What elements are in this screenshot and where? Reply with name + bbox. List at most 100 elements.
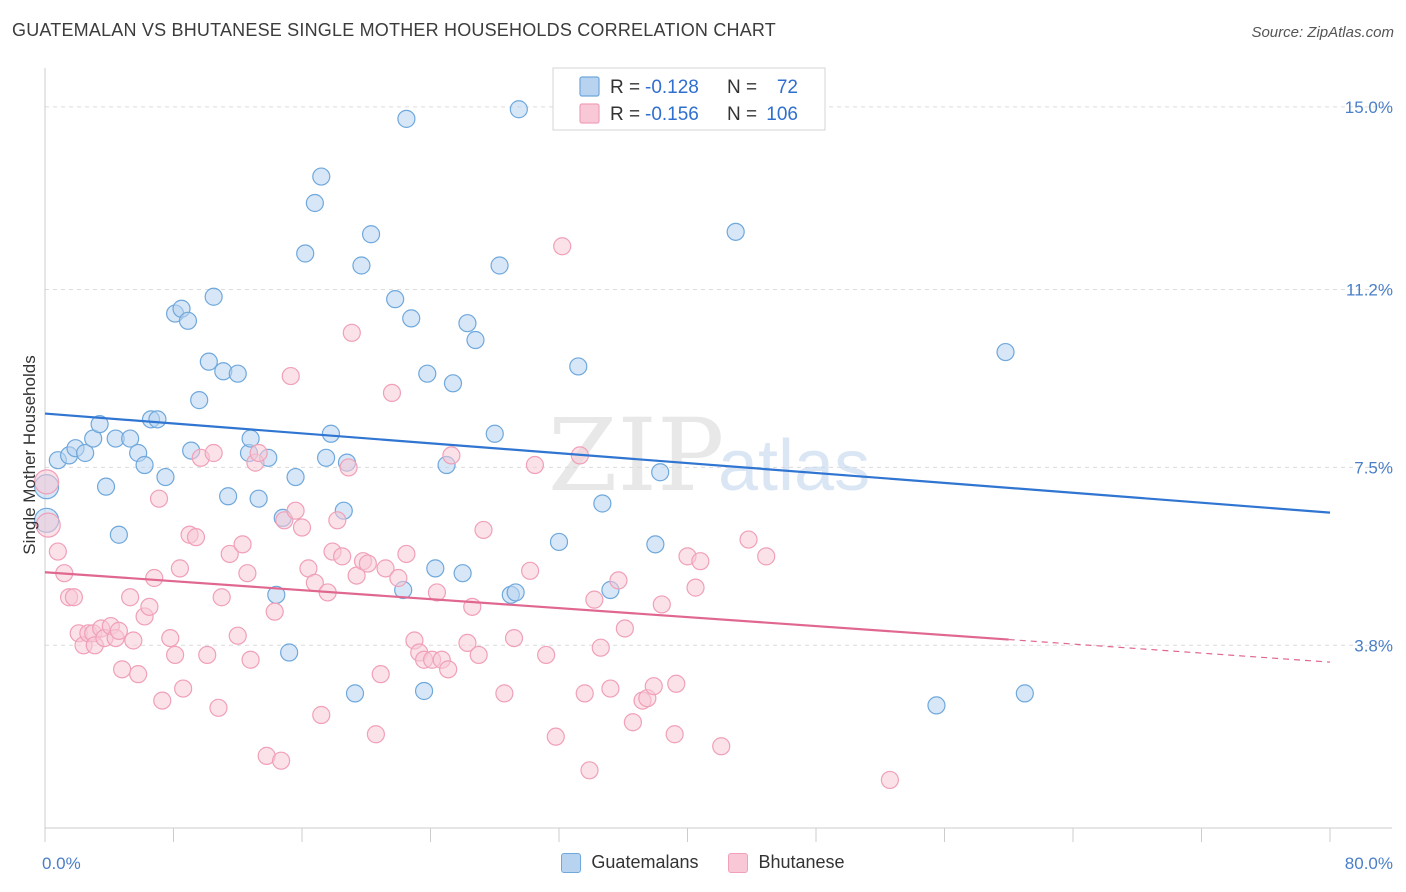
bhutanese-point [153, 691, 172, 710]
r-label-bhutanese: R = [610, 104, 640, 125]
guatemalans-point [156, 467, 175, 487]
guatemalans-point [549, 532, 569, 552]
r-label-guatemalans: R = [610, 77, 640, 98]
y-axis-label: Single Mother Households [20, 355, 39, 554]
bhutanese-point [286, 501, 305, 520]
legend-item-guatemalans[interactable]: Guatemalans [561, 852, 698, 873]
guatemalans-point [927, 696, 946, 715]
source-credit: Source: ZipAtlas.com [1251, 24, 1394, 41]
n-label-guatemalans: N = [727, 77, 757, 98]
y-tick-label-2: 11.2% [1346, 281, 1393, 300]
bhutanese-point [712, 737, 731, 756]
bhutanese-point [757, 547, 776, 566]
guatemalans-point [569, 357, 588, 376]
bhutanese-trend-line [44, 571, 1009, 641]
bhutanese-point [35, 512, 61, 538]
guatemalans-point [219, 487, 238, 506]
bhutanese-point [166, 645, 185, 665]
bhutanese-point [265, 602, 284, 621]
guatemalans-point [509, 100, 528, 119]
bhutanese-point [112, 660, 132, 679]
guatemalans-point [426, 559, 445, 578]
guatemalans-point [651, 463, 670, 482]
bhutanese-point [739, 530, 758, 549]
guatemalans-point [96, 477, 116, 496]
guatemalans-point [402, 309, 421, 328]
guatemalans-point [204, 287, 223, 306]
legend-label-guatemalans: Guatemalans [591, 852, 699, 872]
bhutanese-point [145, 568, 164, 588]
bhutanese-point [585, 590, 604, 609]
bhutanese-point [149, 489, 169, 508]
guatemalans-point [466, 330, 485, 350]
bhutanese-point [652, 595, 671, 614]
bhutanese-point [281, 366, 300, 386]
bhutanese-point [238, 564, 257, 583]
bhutanese-point [615, 619, 634, 638]
bhutanese-point [186, 528, 206, 547]
bhutanese-point [623, 713, 642, 732]
bhutanese-point [591, 638, 610, 657]
y-tick-label-1: 7.5% [1354, 458, 1393, 477]
guatemalans-point [190, 391, 209, 410]
r-value-guatemalans: -0.128 [645, 77, 699, 98]
stats-swatch-guatemalans [579, 76, 600, 97]
stats-swatch-bhutanese [579, 103, 600, 124]
guatemalans-point [321, 424, 341, 443]
y-tick-label-3: 15.0% [1345, 98, 1393, 117]
bhutanese-point [371, 665, 390, 684]
guatemalans-point [593, 494, 612, 513]
guatemalans-point [305, 193, 324, 213]
bhutanese-point [34, 469, 60, 495]
bhutanese-point [233, 535, 252, 554]
bhutanese-point [609, 571, 628, 590]
bhutanese-point [204, 443, 223, 463]
bhutanese-point [161, 628, 180, 648]
guatemalans-point [453, 564, 472, 583]
bhutanese-point [575, 684, 594, 703]
bhutanese-point [382, 383, 402, 403]
legend-item-bhutanese[interactable]: Bhutanese [728, 852, 845, 873]
points-layer [34, 100, 1034, 790]
guatemalans-point [397, 109, 416, 128]
n-label-bhutanese: N = [727, 104, 757, 125]
guatemalans-point [345, 684, 365, 703]
guatemalans-point [646, 535, 665, 554]
bhutanese-point [124, 631, 143, 650]
bhutanese-point [209, 698, 228, 717]
guatemalans-point [1015, 684, 1034, 703]
bhutanese-point [427, 583, 447, 602]
legend-swatch-bhutanese [728, 852, 749, 873]
bhutanese-point [312, 705, 331, 725]
guatemalans-point [726, 222, 745, 241]
bhutanese-point [48, 542, 67, 561]
bhutanese-point [129, 665, 148, 684]
bhutanese-point [525, 455, 545, 475]
bhutanese-point [691, 552, 710, 571]
guatemalans-point [361, 225, 381, 244]
guatemalans-point [296, 244, 315, 263]
guatemalans-point [490, 256, 509, 275]
x-tick-label-0: 0.0% [42, 854, 81, 873]
chart-title: GUATEMALAN VS BHUTANESE SINGLE MOTHER HO… [12, 20, 776, 40]
bhutanese-point [442, 446, 461, 465]
bhutanese-point [272, 751, 291, 770]
bhutanese-point [249, 443, 268, 463]
bhutanese-point [328, 511, 347, 530]
bhutanese-point [342, 323, 361, 342]
bhutanese-point [121, 588, 140, 607]
n-value-bhutanese: 106 [766, 104, 798, 125]
trend-layer [44, 412, 1331, 663]
legend-swatch-guatemalans [561, 852, 582, 873]
guatemalans-point [286, 467, 305, 487]
guatemalans-point [228, 364, 247, 383]
bhutanese-point [458, 633, 477, 653]
guatemalans-point [76, 443, 95, 463]
guatemalans-point [316, 448, 336, 467]
bhutanese-point [220, 544, 239, 564]
guatemalans-point [135, 455, 154, 475]
bhutanese-point [495, 684, 514, 703]
axis-layer [44, 68, 1392, 842]
